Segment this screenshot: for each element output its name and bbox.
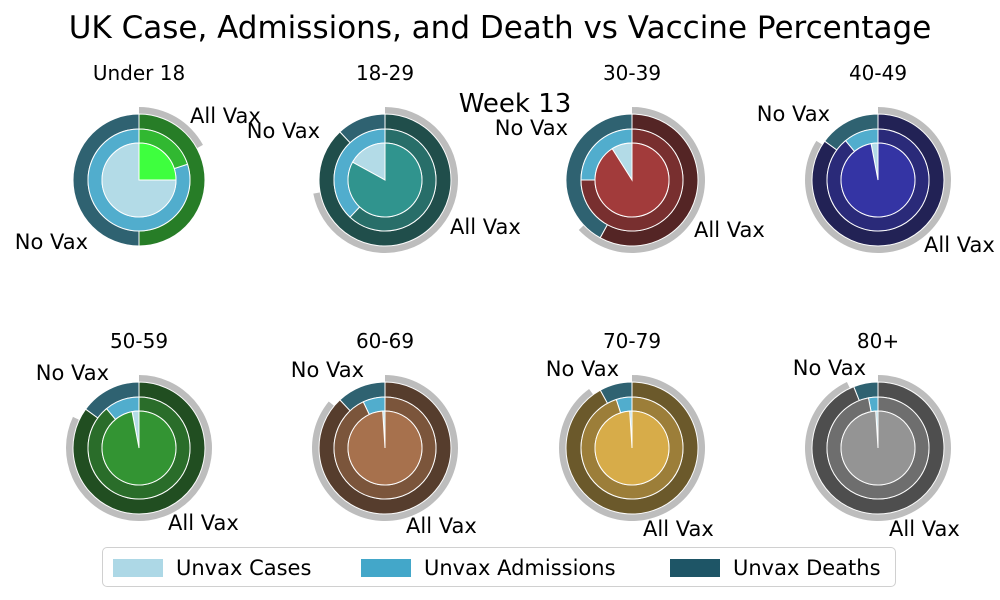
panel-2: 30-39 All Vax No Vax	[495, 61, 765, 253]
no-vax-label-3: No Vax	[757, 102, 830, 126]
vax-outer-arc-0	[139, 107, 203, 149]
unvax-cases-slice-0	[101, 142, 177, 218]
panel-title-7: 80+	[857, 329, 899, 353]
legend-swatch-unvax-admissions	[361, 559, 411, 577]
legend-swatch-unvax-cases	[113, 559, 163, 577]
week-label: Week 13	[459, 89, 572, 119]
panel-title-0: Under 18	[93, 61, 185, 85]
panel-7: 80+ All Vax No Vax	[793, 329, 960, 541]
all-vax-label-2: All Vax	[694, 218, 765, 242]
no-vax-label-0: No Vax	[15, 230, 88, 254]
panel-5: 60-69 All Vax No Vax	[291, 329, 477, 538]
all-vax-label-1: All Vax	[450, 215, 521, 239]
vax-cases-slice-5	[347, 410, 423, 486]
all-vax-label-5: All Vax	[406, 514, 477, 538]
legend-swatch-unvax-deaths	[670, 559, 720, 577]
all-vax-label-7: All Vax	[889, 517, 960, 541]
legend-label-unvax-deaths: Unvax Deaths	[733, 556, 881, 580]
vax-cases-slice-3	[840, 142, 916, 218]
legend-label-unvax-cases: Unvax Cases	[176, 556, 312, 580]
all-vax-label-3: All Vax	[924, 233, 995, 257]
panel-4: 50-59 All Vax No Vax	[36, 329, 239, 535]
legend: Unvax Cases Unvax Admissions Unvax Death…	[102, 547, 896, 587]
vax-cases-slice-6	[594, 410, 670, 486]
all-vax-label-0: All Vax	[190, 104, 261, 128]
panel-title-2: 30-39	[603, 61, 661, 85]
panel-title-3: 40-49	[849, 61, 907, 85]
legend-item-unvax-deaths: Unvax Deaths	[670, 556, 881, 580]
legend-item-unvax-admissions: Unvax Admissions	[361, 556, 616, 580]
no-vax-label-5: No Vax	[291, 358, 364, 382]
panel-1: 18-29 All Vax No Vax	[247, 61, 521, 253]
all-vax-label-6: All Vax	[643, 517, 714, 541]
all-vax-label-4: All Vax	[168, 511, 239, 535]
legend-item-unvax-cases: Unvax Cases	[113, 556, 311, 580]
no-vax-label-4: No Vax	[36, 361, 109, 385]
chart-title: UK Case, Admissions, and Death vs Vaccin…	[69, 10, 932, 46]
panel-title-1: 18-29	[356, 61, 414, 85]
no-vax-label-1: No Vax	[247, 119, 320, 143]
panel-6: 70-79 All Vax No Vax	[546, 329, 714, 541]
panel-title-6: 70-79	[603, 329, 661, 353]
panel-title-5: 60-69	[356, 329, 414, 353]
vax-cases-slice-0	[138, 142, 177, 181]
vax-outer-arc-2	[578, 107, 705, 253]
vax-cases-slice-2	[594, 142, 670, 218]
no-vax-label-2: No Vax	[495, 116, 568, 140]
no-vax-label-6: No Vax	[546, 357, 619, 381]
vax-cases-slice-1	[347, 142, 423, 218]
vax-cases-slice-4	[101, 410, 177, 486]
panel-3: 40-49 All Vax No Vax	[757, 61, 995, 257]
panel-title-4: 50-59	[110, 329, 168, 353]
legend-label-unvax-admissions: Unvax Admissions	[424, 556, 616, 580]
vax-cases-slice-7	[840, 410, 916, 486]
no-vax-label-7: No Vax	[793, 356, 866, 380]
